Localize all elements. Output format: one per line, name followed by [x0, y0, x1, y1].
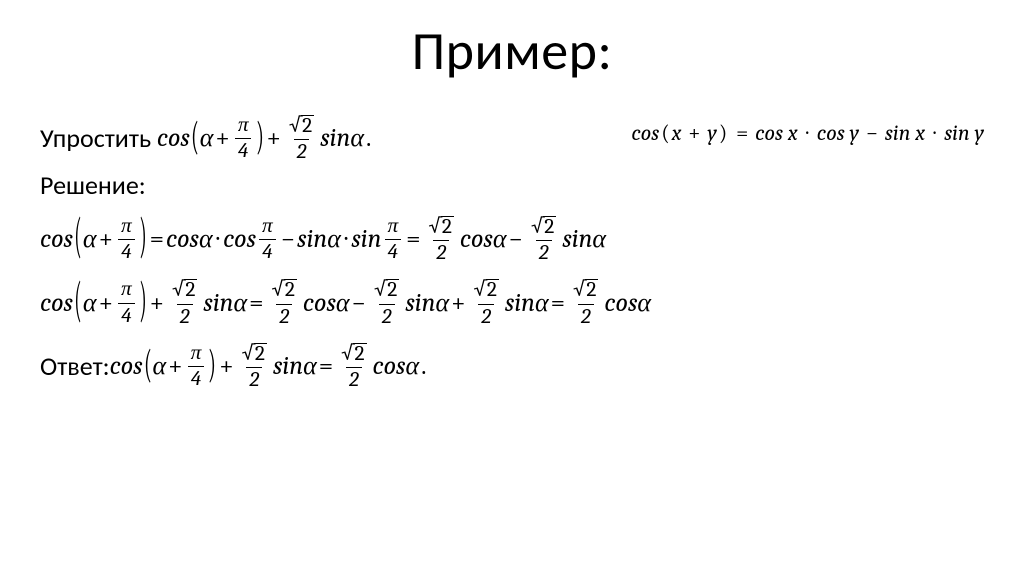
solution-label-line: Решение:	[40, 170, 984, 201]
step-2: cos (α + π4 ) + √22 sin α = √22 cos α − …	[40, 278, 984, 328]
step-1: cos (α + π4 ) = cos α ∙ cos π4 − sin α ∙…	[40, 215, 984, 265]
cos-addition-identity: cos(x + y) = cos x ∙ cos y − sin x ∙ sin…	[631, 120, 984, 146]
page-title: Пример:	[40, 18, 984, 84]
body: Упростить cos (α + π4 ) + √22 sin α. Реш…	[40, 114, 984, 392]
slide: Пример: cos(x + y) = cos x ∙ cos y − sin…	[0, 0, 1024, 574]
answer-line: Ответ: cos (α + π4 ) + √22 sin α = √22 c…	[40, 342, 984, 392]
identity-lhs-fn: cos	[631, 120, 659, 146]
